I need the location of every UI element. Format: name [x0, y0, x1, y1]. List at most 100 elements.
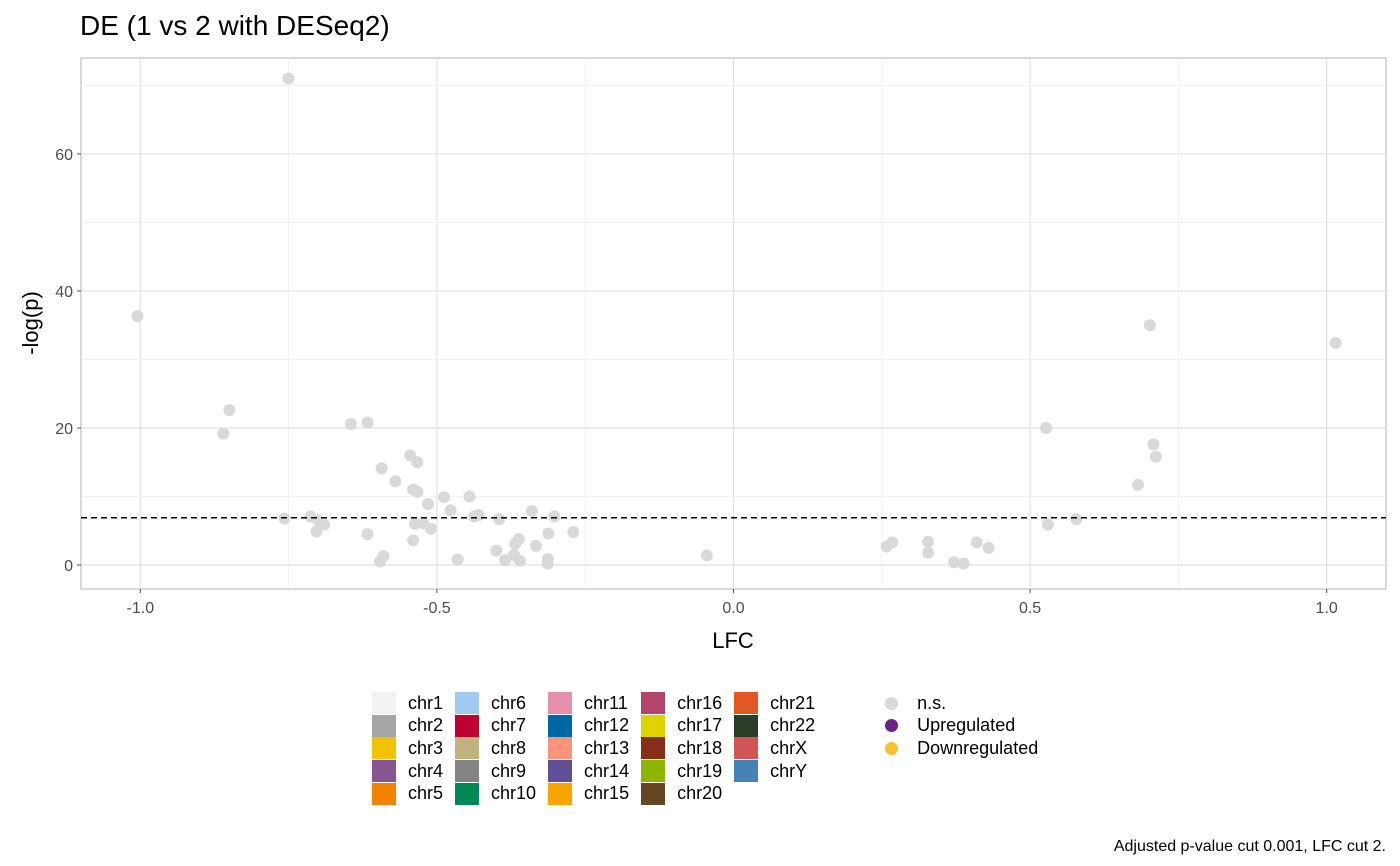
- legend-key-swatch: [455, 714, 480, 737]
- legend-item-chr15: chr15: [548, 782, 629, 805]
- significance-legend: n.s. Upregulated Downregulated: [885, 692, 1038, 805]
- legend-label: chr15: [584, 783, 630, 804]
- data-point: [1147, 438, 1160, 451]
- legend-item-chr17: chr17: [641, 714, 723, 738]
- data-point: [422, 498, 435, 511]
- legend-item-chr18: chr18: [641, 737, 722, 760]
- data-point: [922, 535, 935, 548]
- data-point: [451, 553, 464, 566]
- legend-item-chrX: chrX: [734, 737, 815, 760]
- data-points: [131, 72, 1342, 570]
- data-point: [468, 510, 481, 523]
- legend-label: chr8: [491, 737, 527, 758]
- legend-label: chr22: [770, 715, 816, 736]
- legend-label: chr9: [491, 760, 527, 781]
- legend-label: chr1: [408, 692, 444, 713]
- legend-item-chr11: chr11: [548, 692, 629, 715]
- legend-key-swatch: [455, 760, 480, 783]
- legend-key-swatch: [372, 737, 396, 760]
- legend-label: chr20: [677, 783, 723, 804]
- legend-label: Downregulated: [917, 737, 1039, 758]
- legend-key-swatch: [548, 714, 573, 737]
- legend-item-chr6: chr6: [455, 692, 536, 715]
- data-point: [361, 528, 374, 541]
- legend-key-swatch: [641, 760, 666, 783]
- legend-item-chr16: chr16: [641, 692, 722, 715]
- y-tick-label: 40: [55, 284, 73, 301]
- legend-key-swatch: [641, 714, 666, 737]
- data-point: [318, 518, 331, 531]
- legend: chr1 chr2 chr3 chr4 chr5 chr6 chr7 chr8 chr9 chr1…: [372, 692, 1038, 805]
- legend-item-chr13: chr13: [548, 737, 629, 760]
- x-axis-title: LFC: [712, 628, 754, 653]
- x-tick-label: -1.0: [127, 600, 155, 617]
- y-tick-label: 60: [55, 147, 73, 164]
- data-point: [509, 537, 522, 550]
- legend-item-chr14: chr14: [548, 760, 629, 783]
- data-point: [444, 504, 457, 517]
- legend-key-swatch: [734, 737, 759, 760]
- legend-key-swatch: [548, 692, 573, 715]
- legend-label: chr2: [408, 715, 444, 736]
- legend-column: chr16 chr17 chr18 chr19 chr20: [641, 692, 722, 805]
- legend-item-chr19: chr19: [641, 760, 722, 783]
- legend-label: chrY: [770, 760, 808, 781]
- grid-lines: [81, 58, 1386, 589]
- legend-label: n.s.: [917, 692, 947, 713]
- data-point: [886, 536, 899, 549]
- legend-item-chr5: chr5: [372, 782, 443, 805]
- legend-item-n-s-: n.s.: [885, 692, 1038, 715]
- legend-key-swatch: [641, 782, 666, 805]
- legend-label: Upregulated: [917, 715, 1016, 736]
- data-point: [310, 525, 323, 538]
- x-tick-label: -0.5: [423, 600, 451, 617]
- data-point: [548, 510, 561, 523]
- data-point: [223, 404, 236, 417]
- legend-key-swatch: [734, 692, 759, 715]
- legend-key-swatch: [372, 714, 396, 737]
- legend-key-swatch: [372, 760, 396, 783]
- data-point: [513, 554, 526, 567]
- legend-key-swatch: [734, 760, 759, 783]
- legend-key-swatch: [455, 737, 480, 760]
- data-point: [411, 485, 424, 498]
- legend-key-swatch: [372, 782, 396, 805]
- legend-label: chr21: [770, 692, 816, 713]
- legend-label: chr16: [677, 692, 723, 713]
- legend-key-swatch: [455, 782, 480, 805]
- legend-key-swatch: [455, 692, 480, 715]
- data-point: [542, 527, 555, 540]
- data-point: [700, 549, 713, 562]
- data-point: [493, 513, 506, 526]
- x-tick-label: 1.0: [1316, 600, 1338, 617]
- data-point: [499, 554, 512, 567]
- data-point: [407, 534, 420, 547]
- x-tick-label: 0.0: [722, 600, 744, 617]
- legend-item-chrY: chrY: [734, 760, 815, 783]
- legend-label: chr17: [677, 715, 723, 736]
- legend-item-chr21: chr21: [734, 692, 815, 715]
- data-point: [411, 456, 424, 469]
- legend-label: chr19: [677, 760, 723, 781]
- data-point: [424, 522, 437, 535]
- data-point: [361, 416, 374, 429]
- legend-key-swatch: [548, 782, 573, 805]
- caption: Adjusted p-value cut 0.001, LFC cut 2.: [1113, 838, 1386, 855]
- legend-dot-key: [885, 737, 901, 759]
- data-point: [217, 427, 230, 440]
- legend-dot: [885, 719, 899, 733]
- data-point: [373, 555, 386, 568]
- legend-label: chr11: [584, 692, 628, 713]
- legend-column: chr1 chr2 chr3 chr4 chr5: [372, 692, 443, 805]
- data-point: [529, 539, 542, 552]
- legend-key-swatch: [641, 692, 666, 715]
- data-point: [1040, 421, 1053, 434]
- legend-label: chr4: [408, 760, 444, 781]
- data-point: [970, 536, 983, 549]
- legend-label: chr14: [584, 760, 630, 781]
- legend-column: chr11 chr12 chr13 chr14 chr15: [548, 692, 629, 805]
- legend-item-chr3: chr3: [372, 737, 443, 760]
- legend-item-upregulated: Upregulated: [885, 715, 1038, 738]
- data-point: [490, 544, 503, 557]
- data-point: [375, 462, 388, 475]
